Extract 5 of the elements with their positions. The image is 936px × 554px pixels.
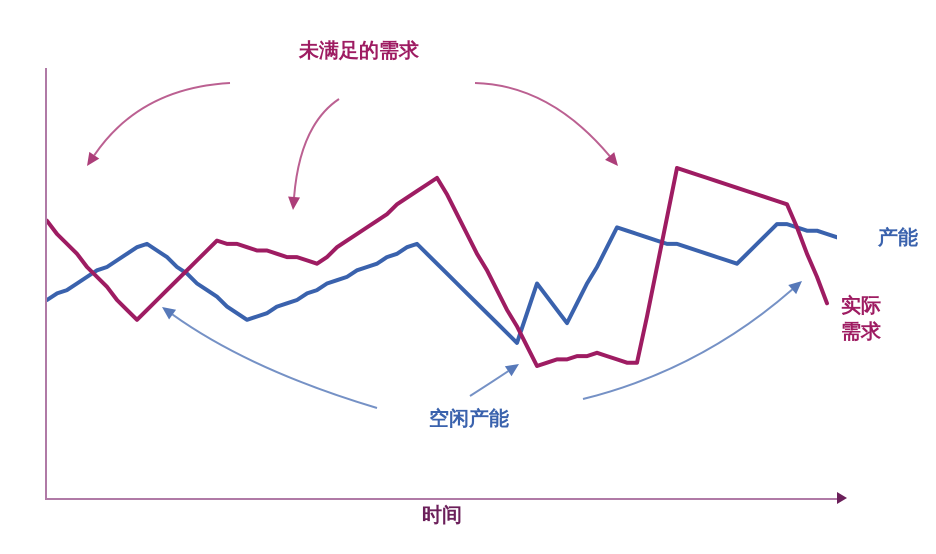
text: 未满足的需求	[298, 38, 420, 62]
series-label: 实际需求	[841, 293, 882, 343]
x-axis-title: 时间	[422, 502, 462, 526]
annotation: 空闲产能	[429, 406, 509, 430]
text: 产能	[877, 225, 918, 249]
